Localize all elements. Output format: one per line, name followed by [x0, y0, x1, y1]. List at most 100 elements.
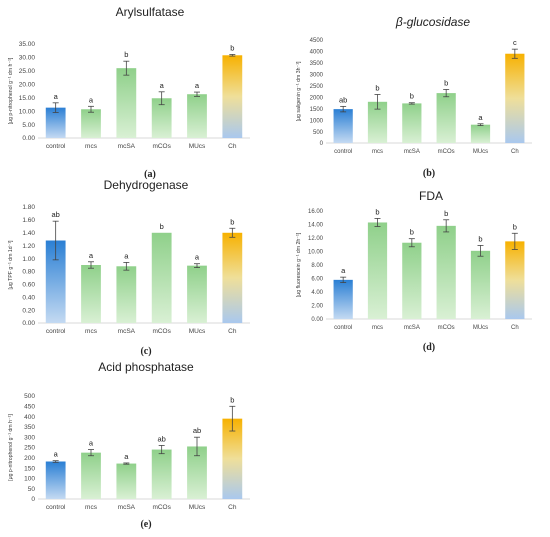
x-tick-label: MUcs — [473, 325, 488, 331]
y-tick-label: 35.00 — [19, 41, 36, 48]
y-tick-label: 1.00 — [22, 256, 35, 263]
significance-letter: a — [89, 95, 94, 104]
y-tick-label: 1.80 — [22, 204, 35, 211]
significance-letter: a — [89, 439, 94, 448]
significance-letter: a — [160, 81, 165, 90]
y-tick-label: 0.00 — [22, 135, 35, 142]
x-tick-label: MUcs — [189, 328, 206, 335]
x-tick-label: mcs — [85, 143, 98, 150]
significance-letter: a — [341, 266, 346, 275]
y-tick-label: 0.00 — [311, 317, 323, 323]
bar-mcs — [367, 101, 388, 143]
y-tick-label: 10.00 — [308, 250, 324, 256]
x-tick-label: mcSA — [404, 325, 420, 331]
bar-control — [45, 240, 66, 323]
bar-MUcs — [470, 250, 491, 319]
x-tick-label: mcSA — [118, 504, 136, 511]
bar-MUcs — [470, 124, 491, 143]
y-tick-label: 30.00 — [19, 55, 36, 62]
significance-letter: b — [444, 78, 448, 87]
y-tick-label: 0.00 — [22, 320, 35, 327]
bar-MUcs — [187, 94, 207, 138]
significance-letter: b — [124, 50, 128, 59]
bar-mcs — [81, 265, 101, 323]
y-tick-label: 3500 — [310, 61, 324, 67]
bar-MUcs — [187, 446, 207, 499]
chart-a: Arylsulfatase 0.00 5.00 10.00 15.00 20.00 25.0… — [8, 5, 250, 180]
y-tick-label: 0 — [31, 496, 35, 503]
y-tick-label: 350 — [24, 424, 35, 431]
significance-letter: a — [195, 81, 200, 90]
significance-letter: b — [375, 83, 379, 92]
x-tick-label: control — [46, 504, 66, 511]
x-tick-label: mcs — [85, 504, 98, 511]
significance-letter: a — [54, 92, 59, 101]
y-tick-label: 300 — [24, 434, 35, 441]
x-tick-label: MUcs — [473, 149, 488, 155]
y-tick-label: 15.00 — [19, 95, 36, 102]
y-tick-label: 1000 — [310, 118, 324, 124]
y-tick-label: 0.20 — [22, 307, 35, 314]
y-tick-label: 4500 — [310, 38, 324, 44]
y-axis-label: [μg saligenin g⁻¹ dm 3h⁻¹] — [296, 61, 302, 121]
significance-letter: b — [444, 209, 448, 218]
x-tick-label: Ch — [511, 325, 519, 331]
x-tick-label: mcs — [85, 328, 98, 335]
x-tick-label: control — [334, 149, 352, 155]
significance-letter: ab — [51, 210, 59, 219]
bar-mcSA — [116, 266, 137, 323]
y-tick-label: 100 — [24, 476, 35, 483]
y-tick-label: 3000 — [310, 73, 324, 79]
bar-mCOs — [436, 93, 456, 143]
bar-mcs — [81, 109, 101, 138]
chart-b: β-glucosidase 0 500 1000 1500 2000 2500 3000 350… — [296, 15, 532, 179]
bar-Ch — [505, 241, 525, 319]
panel-label: (e) — [140, 519, 151, 530]
y-tick-label: 8.00 — [311, 263, 323, 269]
bar-mcs — [367, 222, 388, 319]
y-tick-label: 2.00 — [311, 304, 323, 310]
significance-letter: a — [89, 251, 94, 260]
bar-Ch — [222, 418, 243, 499]
x-tick-label: Ch — [228, 143, 237, 150]
bar-MUcs — [187, 265, 207, 323]
bar-mcSA — [116, 68, 137, 138]
significance-letter: a — [195, 253, 200, 262]
x-tick-label: Ch — [228, 504, 237, 511]
bar-mCOs — [151, 232, 172, 323]
y-tick-label: 250 — [24, 445, 35, 452]
y-tick-label: 25.00 — [19, 68, 36, 75]
significance-letter: c — [513, 38, 517, 47]
significance-letter: a — [124, 251, 129, 260]
significance-letter: b — [513, 222, 517, 231]
x-tick-label: Ch — [228, 328, 237, 335]
chart-title: FDA — [419, 189, 443, 203]
y-tick-label: 0 — [320, 141, 324, 147]
x-tick-label: mCOs — [438, 325, 455, 331]
significance-letter: b — [478, 234, 482, 243]
y-axis-label: [μg p-nitrophenol g⁻¹ dm h⁻¹] — [8, 414, 14, 481]
y-tick-label: 4.00 — [311, 290, 323, 296]
significance-letter: b — [230, 43, 234, 52]
significance-letter: b — [410, 228, 414, 237]
bar-mCOs — [436, 225, 456, 319]
y-tick-label: 12.00 — [308, 236, 324, 242]
x-tick-label: control — [46, 143, 66, 150]
x-tick-label: mCOs — [152, 143, 171, 150]
bar-Ch — [222, 232, 243, 323]
x-tick-label: mCOs — [438, 149, 455, 155]
panel-label: (b) — [423, 168, 435, 179]
x-tick-label: mcSA — [118, 143, 136, 150]
significance-letter: b — [230, 395, 234, 404]
significance-letter: a — [124, 452, 129, 461]
y-tick-label: 10.00 — [19, 108, 36, 115]
x-tick-label: mcSA — [404, 149, 420, 155]
panel-label: (c) — [140, 346, 151, 357]
significance-letter: b — [230, 217, 234, 226]
significance-letter: b — [160, 222, 164, 231]
y-tick-label: 6.00 — [311, 277, 323, 283]
significance-letter: ab — [339, 95, 347, 104]
bar-mCOs — [151, 449, 172, 499]
y-tick-label: 1.60 — [22, 217, 35, 224]
